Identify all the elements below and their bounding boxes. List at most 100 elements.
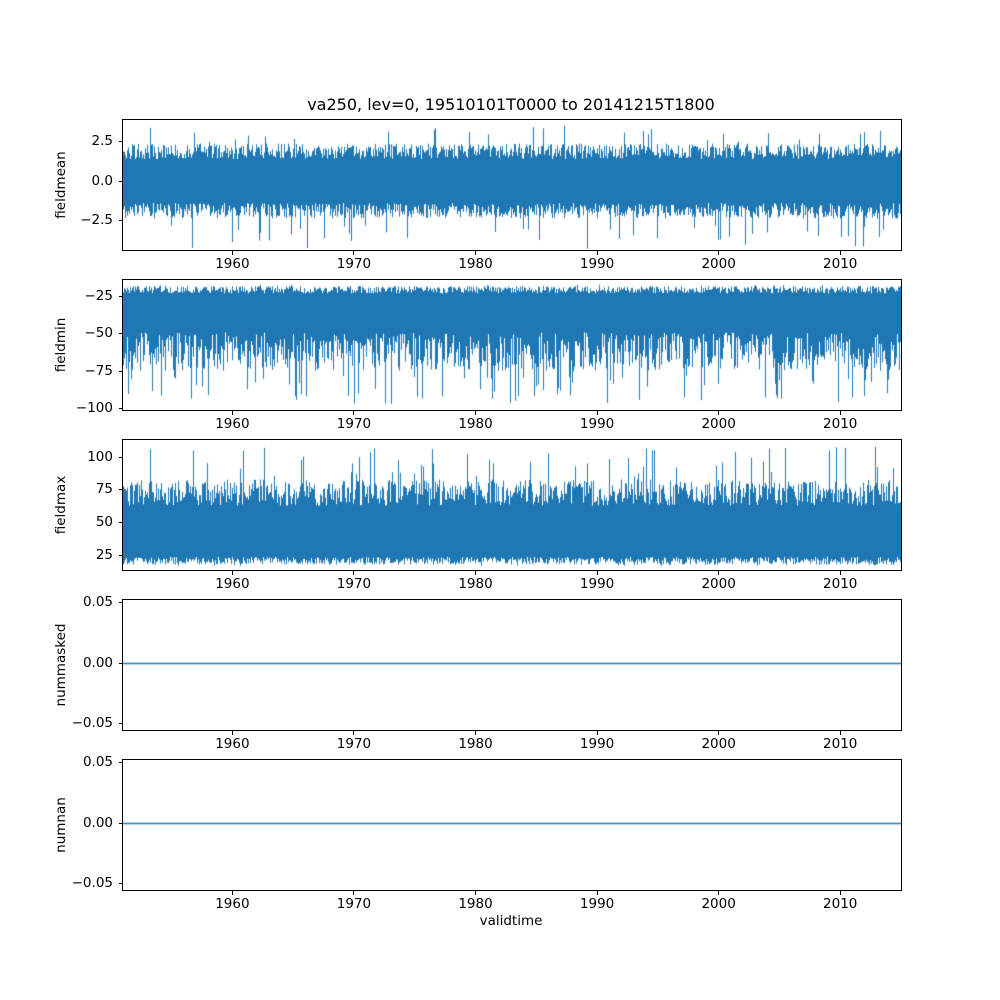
y-tick-label: −100 bbox=[75, 400, 113, 416]
y-tick-mark bbox=[119, 489, 123, 491]
y-tick-label: 75 bbox=[95, 481, 113, 498]
x-tick-mark bbox=[839, 891, 841, 895]
x-tick-label: 1970 bbox=[336, 416, 372, 432]
y-tick-label: 0.00 bbox=[82, 654, 113, 671]
x-tick-label: 2010 bbox=[823, 736, 858, 752]
x-tick-mark bbox=[718, 251, 720, 255]
plot-canvas-numnan bbox=[123, 760, 901, 890]
y-tick-mark bbox=[119, 555, 123, 557]
x-tick-mark bbox=[231, 411, 233, 415]
y-tick-mark bbox=[119, 141, 123, 143]
y-tick-label: −25 bbox=[84, 287, 114, 304]
x-tick-mark bbox=[718, 571, 720, 575]
x-tick-label: 2000 bbox=[701, 256, 736, 272]
x-tick-label: 2000 bbox=[701, 736, 736, 752]
x-tick-label: 1970 bbox=[336, 256, 372, 272]
subplot-fieldmax: fieldmax 100 75 50 25 1960 1970 1980 1990 2000 201… bbox=[53, 439, 902, 591]
x-tick-label: 1980 bbox=[458, 256, 493, 272]
x-tick-mark bbox=[353, 251, 355, 255]
x-tick-label: 1970 bbox=[336, 736, 372, 752]
x-tick-mark bbox=[596, 891, 598, 895]
x-tick-label: 2000 bbox=[701, 896, 736, 912]
y-tick-mark bbox=[119, 662, 123, 664]
y-tick-mark bbox=[119, 601, 123, 603]
x-tick-label: 1990 bbox=[579, 416, 615, 432]
x-tick-label: 2000 bbox=[701, 576, 736, 592]
x-tick-mark bbox=[231, 891, 233, 895]
subplot-numnan: numnan 0.05 0.00 −0.05 1960 1970 1980 1990 2000 2… bbox=[53, 755, 902, 911]
y-tick-mark bbox=[119, 522, 123, 524]
x-tick-label: 1960 bbox=[215, 256, 250, 272]
x-tick-label: 2010 bbox=[823, 896, 858, 912]
x-tick-mark bbox=[839, 571, 841, 575]
y-tick-label: 0.05 bbox=[82, 593, 113, 610]
x-tick-mark bbox=[353, 731, 355, 735]
x-tick-mark bbox=[475, 571, 477, 575]
x-tick-mark bbox=[718, 891, 720, 895]
x-tick-mark bbox=[231, 731, 233, 735]
x-tick-mark bbox=[353, 571, 355, 575]
x-tick-label: 1970 bbox=[336, 896, 372, 912]
x-tick-label: 1960 bbox=[215, 416, 250, 432]
plot-canvas-fieldmin bbox=[123, 280, 901, 410]
y-tick-mark bbox=[119, 822, 123, 824]
chart-title: va250, lev=0, 19510101T0000 to 20141215T… bbox=[307, 95, 715, 114]
y-tick-mark bbox=[119, 761, 123, 763]
y-tick-label: 100 bbox=[87, 448, 113, 465]
x-tick-label: 1990 bbox=[579, 736, 615, 752]
x-tick-label: 1980 bbox=[458, 896, 493, 912]
x-tick-mark bbox=[839, 411, 841, 415]
y-tick-mark bbox=[119, 370, 123, 372]
y-tick-label: 0.05 bbox=[82, 753, 113, 770]
x-tick-label: 1960 bbox=[215, 896, 250, 912]
x-tick-mark bbox=[475, 891, 477, 895]
x-tick-mark bbox=[718, 411, 720, 415]
plot-canvas-fieldmax bbox=[123, 440, 901, 570]
y-tick-label: 50 bbox=[95, 514, 113, 531]
plot-canvas-fieldmean bbox=[123, 120, 901, 250]
x-tick-mark bbox=[475, 411, 477, 415]
subplot-fieldmean: fieldmean 2.5 0.0 −2.5 1960 1970 1980 1990 2000 2… bbox=[53, 119, 902, 271]
y-tick-mark bbox=[119, 883, 123, 885]
y-tick-label: −50 bbox=[84, 325, 114, 342]
y-tick-mark bbox=[119, 408, 123, 409]
x-tick-label: 1960 bbox=[215, 736, 250, 752]
x-tick-mark bbox=[353, 891, 355, 895]
y-tick-label: 2.5 bbox=[91, 133, 113, 150]
x-tick-label: 1980 bbox=[458, 736, 493, 752]
x-tick-label: 1980 bbox=[458, 576, 493, 592]
x-tick-mark bbox=[596, 571, 598, 575]
x-tick-mark bbox=[475, 251, 477, 255]
y-tick-mark bbox=[119, 456, 123, 458]
x-tick-mark bbox=[353, 411, 355, 415]
x-tick-label: 1990 bbox=[579, 576, 615, 592]
y-tick-label: 25 bbox=[95, 547, 113, 564]
x-tick-mark bbox=[596, 251, 598, 255]
x-tick-label: 2010 bbox=[823, 576, 858, 592]
x-tick-label: 1960 bbox=[215, 576, 250, 592]
x-tick-label: 1980 bbox=[458, 416, 493, 432]
y-tick-label: −0.05 bbox=[71, 875, 113, 892]
subplot-nummasked: nummasked 0.05 0.00 −0.05 1960 1970 1980 1990 20… bbox=[53, 595, 902, 751]
x-tick-mark bbox=[231, 251, 233, 255]
plot-canvas-nummasked bbox=[123, 600, 901, 730]
y-tick-label: −75 bbox=[84, 362, 114, 379]
x-tick-label: 1970 bbox=[336, 576, 372, 592]
y-tick-label: −2.5 bbox=[80, 211, 113, 228]
x-tick-label: 2010 bbox=[823, 416, 858, 432]
x-tick-label: 1990 bbox=[579, 896, 615, 912]
x-axis-label: validtime bbox=[479, 913, 543, 929]
y-tick-label: 0.0 bbox=[91, 172, 113, 189]
subplot-fieldmin: fieldmin −25 −50 −75 −100 1960 1970 1980 1990 200… bbox=[53, 279, 902, 431]
y-tick-mark bbox=[119, 723, 123, 725]
x-tick-mark bbox=[596, 411, 598, 415]
x-tick-mark bbox=[839, 251, 841, 255]
x-tick-label: 1990 bbox=[579, 256, 615, 272]
x-tick-label: 2010 bbox=[823, 256, 858, 272]
x-tick-label: 2000 bbox=[701, 416, 736, 432]
y-tick-mark bbox=[119, 295, 123, 297]
x-tick-mark bbox=[596, 731, 598, 735]
x-tick-mark bbox=[718, 731, 720, 735]
y-tick-mark bbox=[119, 180, 123, 182]
y-tick-label: −0.05 bbox=[71, 715, 113, 732]
